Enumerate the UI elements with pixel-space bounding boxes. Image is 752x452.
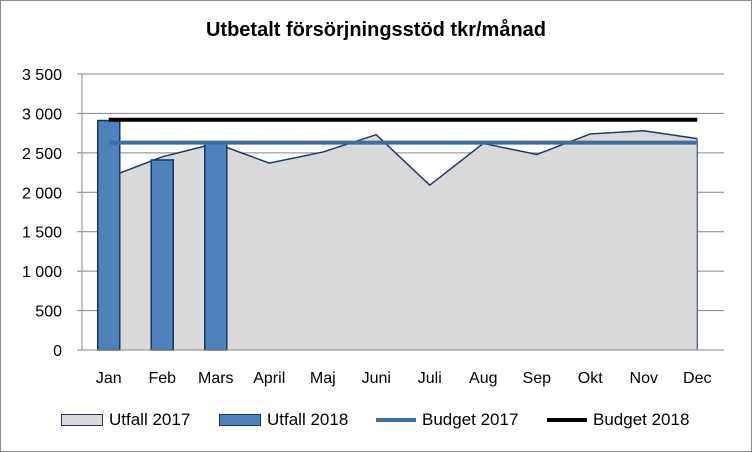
y-tick-label-3500: 3 500 (22, 67, 62, 84)
bar-utfall-2018-jan (97, 119, 121, 351)
x-tick-label-mars: Mars (198, 370, 234, 387)
legend-label-budget-2017: Budget 2017 (422, 410, 519, 429)
x-tick-label-juni: Juni (362, 370, 391, 387)
x-tick-label-april: April (253, 370, 285, 387)
legend-label-utfall-2018: Utfall 2018 (267, 410, 349, 429)
chart-plot: 0 500 1 000 1 500 2 000 2 500 3 000 3 500 Jan Feb… (22, 67, 724, 387)
x-tick-label-okt: Okt (578, 370, 603, 387)
legend-item-utfall-2017: Utfall 2017 (61, 405, 190, 435)
x-tick-label-aug: Aug (469, 370, 497, 387)
x-tick-label-nov: Nov (630, 370, 658, 387)
area-utfall-2017 (108, 130, 698, 350)
legend-swatch-budget-2018 (547, 418, 587, 422)
x-tick-label-dec: Dec (683, 370, 711, 387)
legend-item-utfall-2018: Utfall 2018 (219, 405, 348, 435)
bar-utfall-2018-mars (204, 141, 228, 351)
y-tick-label-1500: 1 500 (22, 225, 62, 242)
x-tick-label-juli: Juli (418, 370, 442, 387)
x-tick-label-maj: Maj (310, 370, 336, 387)
x-tick-label-sep: Sep (523, 370, 552, 387)
legend-label-budget-2018: Budget 2018 (593, 410, 690, 429)
legend-item-budget-2017: Budget 2017 (376, 405, 518, 435)
legend-swatch-budget-2017 (376, 418, 416, 422)
y-tick-label-1000: 1 000 (22, 264, 62, 281)
legend-item-budget-2018: Budget 2018 (547, 405, 689, 435)
bar-utfall-2018-feb (150, 159, 174, 351)
y-tick-label-2500: 2 500 (22, 146, 62, 163)
chart-title: Utbetalt försörjningsstöd tkr/månad (205, 19, 547, 41)
x-tick-label-jan: Jan (96, 370, 122, 387)
y-tick-label-500: 500 (35, 304, 62, 321)
y-tick-label-3000: 3 000 (22, 106, 62, 123)
x-tick-label-feb: Feb (148, 370, 176, 387)
y-tick-label-2000: 2 000 (22, 185, 62, 202)
legend-swatch-utfall-2018 (219, 414, 261, 426)
legend-swatch-utfall-2017 (61, 414, 103, 426)
legend-label-utfall-2017: Utfall 2017 (109, 410, 191, 429)
y-tick-label-0: 0 (53, 343, 62, 360)
chart-legend: Utfall 2017 Utfall 2018 Budget 2017 Budg… (1, 405, 751, 435)
